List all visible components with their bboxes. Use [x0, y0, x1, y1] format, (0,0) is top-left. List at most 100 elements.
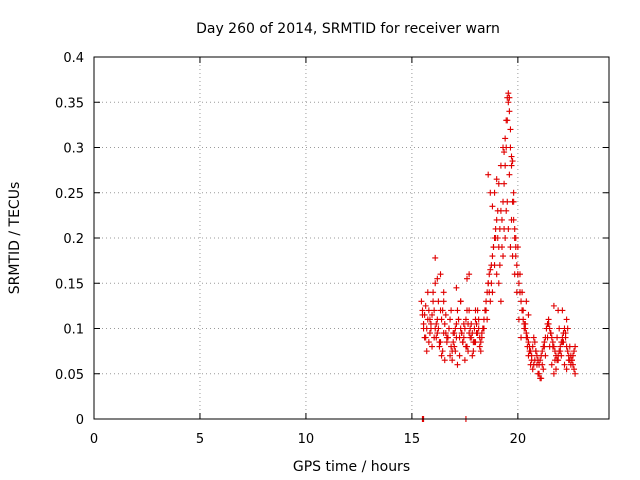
data-point: [460, 334, 467, 341]
data-point: [442, 311, 449, 318]
data-point: [431, 334, 438, 341]
data-point: [484, 316, 491, 323]
data-point: [543, 325, 550, 332]
data-point: [471, 339, 478, 346]
data-point: [537, 375, 544, 382]
data-point: [468, 320, 475, 327]
data-point: [486, 271, 493, 278]
data-point: [512, 235, 519, 241]
data-point: [449, 357, 456, 364]
data-point: [507, 126, 514, 133]
data-point: [563, 316, 570, 323]
data-point: [509, 158, 516, 165]
data-point: [564, 348, 571, 355]
y-tick-label: 0.2: [63, 232, 84, 247]
plot-frame: [93, 56, 610, 420]
data-point: [432, 254, 439, 261]
data-point: [530, 361, 537, 368]
data-point: [443, 334, 450, 341]
data-point: [569, 361, 576, 368]
data-point: [505, 225, 512, 232]
data-point: [441, 357, 448, 364]
data-point: [516, 271, 523, 278]
data-point: [438, 352, 445, 359]
data-point: [472, 307, 479, 314]
data-point: [564, 325, 571, 332]
data-point: [498, 244, 505, 251]
data-point: [545, 320, 552, 327]
data-point: [465, 348, 472, 355]
data-point: [557, 348, 564, 355]
data-point: [551, 357, 558, 364]
data-point: [535, 370, 542, 377]
data-point: [477, 339, 484, 346]
data-point: [464, 275, 471, 282]
data-point: [547, 330, 554, 337]
data-point: [500, 144, 507, 151]
data-point: [475, 316, 482, 323]
data-point: [461, 325, 468, 332]
data-point: [467, 334, 474, 341]
data-point: [494, 207, 501, 214]
data-point: [549, 343, 556, 350]
data-point: [572, 370, 579, 377]
data-point: [440, 298, 447, 305]
data-point: [554, 334, 561, 341]
data-point: [525, 339, 532, 346]
chart-title: Day 260 of 2014, SRMTID for receiver war…: [196, 21, 500, 37]
data-point: [450, 330, 457, 337]
data-point: [561, 361, 568, 368]
data-point: [434, 330, 441, 337]
y-tick-labels: 0 0.05 0.1 0.15 0.2 0.25 0.3 0.35 0.4: [55, 51, 84, 428]
data-point: [429, 343, 436, 350]
data-point: [558, 352, 565, 359]
data-point: [459, 339, 466, 346]
x-tick-label: 5: [196, 432, 204, 447]
data-point: [528, 357, 535, 364]
data-point: [507, 144, 514, 151]
data-point: [523, 334, 530, 341]
data-point: [427, 325, 434, 332]
data-point: [495, 280, 502, 287]
data-point: [497, 298, 504, 305]
data-point: [542, 352, 549, 359]
data-point: [509, 253, 516, 260]
data-point: [418, 298, 425, 305]
y-tick-label: 0.1: [63, 323, 84, 338]
data-point: [544, 334, 551, 341]
data-point: [439, 348, 446, 355]
data-point: [487, 298, 494, 305]
data-point: [437, 271, 444, 278]
data-point: [513, 262, 520, 269]
data-point: [539, 361, 546, 368]
data-point: [506, 171, 513, 178]
y-tick-label: 0.05: [55, 368, 84, 383]
data-point: [451, 343, 458, 350]
data-point: [559, 307, 566, 314]
data-point: [429, 311, 436, 318]
data-point: [520, 307, 527, 314]
data-point: [430, 298, 437, 305]
data-point: [502, 235, 509, 241]
data-point: [522, 320, 529, 327]
data-point: [441, 320, 448, 327]
data-point: [529, 366, 536, 373]
data-point: [506, 108, 513, 115]
data-point: [510, 189, 517, 196]
data-point: [433, 320, 440, 327]
data-point: [458, 330, 465, 337]
data-point: [436, 339, 443, 346]
y-tick-label: 0.25: [55, 187, 84, 202]
data-point: [477, 348, 484, 355]
data-point: [431, 307, 438, 314]
data-point: [454, 307, 461, 314]
data-point: [491, 262, 498, 269]
data-point: [493, 271, 500, 278]
data-point: [515, 280, 522, 287]
y-tick-label: 0: [76, 413, 84, 428]
x-tick-labels: 0 5 10 15 20: [90, 432, 526, 447]
data-point: [503, 207, 510, 214]
data-point: [454, 361, 461, 368]
data-point: [548, 361, 555, 368]
data-point: [492, 235, 499, 241]
